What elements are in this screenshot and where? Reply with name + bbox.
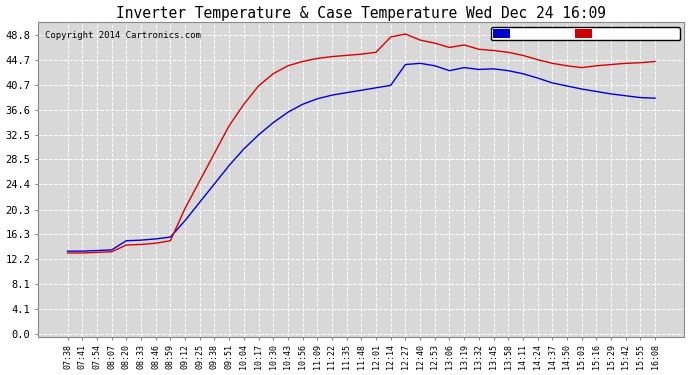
Title: Inverter Temperature & Case Temperature Wed Dec 24 16:09: Inverter Temperature & Case Temperature … [117,6,607,21]
Legend: Case  (°C), Inverter  (°C): Case (°C), Inverter (°C) [491,27,680,40]
Text: Copyright 2014 Cartronics.com: Copyright 2014 Cartronics.com [45,31,201,40]
